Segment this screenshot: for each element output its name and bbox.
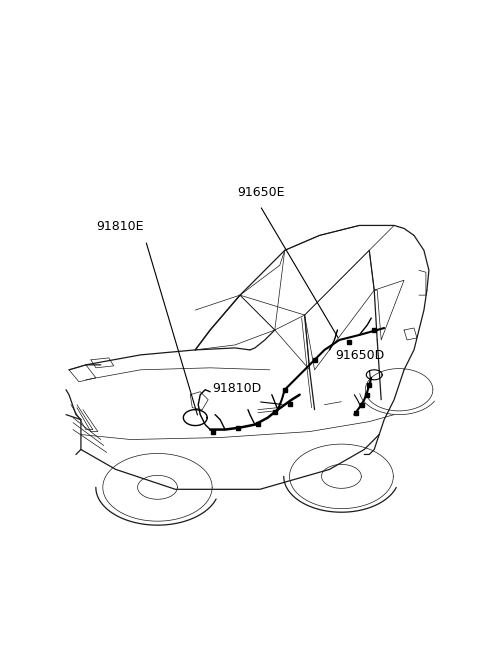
Text: 91650D: 91650D <box>336 349 384 362</box>
Text: 91650E: 91650E <box>237 186 285 199</box>
Text: 91810D: 91810D <box>212 382 262 395</box>
Text: 91810E: 91810E <box>96 220 144 234</box>
